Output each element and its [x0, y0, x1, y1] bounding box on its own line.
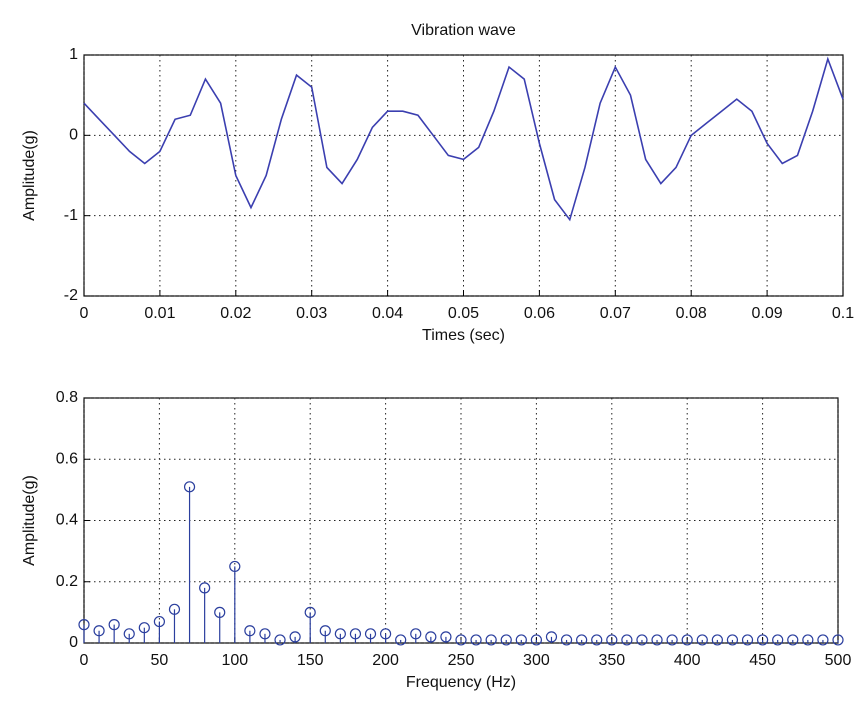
stem-marker — [606, 634, 618, 646]
x-axis-label: Times (sec) — [422, 327, 505, 344]
y-axis-label: Amplitude(g) — [21, 475, 38, 566]
stem-marker — [787, 634, 799, 646]
y-tick-label: -1 — [64, 207, 78, 224]
stem-marker — [425, 631, 437, 643]
x-tick-label: 0.08 — [676, 305, 707, 322]
stem-marker — [651, 634, 663, 646]
x-tick-label: 0.01 — [144, 305, 175, 322]
stem-marker — [78, 619, 90, 631]
stem-marker — [515, 634, 527, 646]
stem-marker — [696, 634, 708, 646]
stem-marker — [123, 628, 135, 640]
stem-marker — [349, 628, 362, 640]
stem-marker — [199, 582, 211, 594]
stem-marker — [229, 560, 241, 573]
stem-marker — [576, 634, 588, 646]
x-tick-label: 300 — [523, 652, 550, 669]
stem-marker — [259, 628, 271, 640]
stem-marker — [274, 634, 286, 646]
x-tick-label: 0.03 — [296, 305, 327, 322]
y-tick-label: 0 — [69, 127, 78, 144]
x-axis-label: Frequency (Hz) — [406, 674, 516, 691]
stem-marker — [802, 634, 814, 646]
x-tick-label: 0.05 — [448, 305, 479, 322]
stem-marker — [681, 634, 693, 646]
x-tick-label: 0.04 — [372, 305, 403, 322]
x-tick-label: 0.02 — [220, 305, 251, 322]
stem-marker — [380, 628, 392, 640]
x-tick-label: 50 — [151, 652, 169, 669]
wave-line — [83, 56, 844, 222]
subplot: 0 50 100 150 200 250 300 350 400 450 500 0 0.2 0.4 0.6… — [21, 389, 851, 691]
stem-marker — [214, 606, 226, 618]
y-tick-label: 1 — [69, 46, 78, 63]
x-tick-label: 150 — [297, 652, 324, 669]
stem-marker — [93, 625, 105, 637]
y-tick-label: -2 — [64, 287, 78, 304]
stem-marker — [772, 634, 784, 646]
x-tick-label: 500 — [825, 652, 852, 669]
chart-title: Vibration wave — [411, 22, 516, 39]
stem-marker — [364, 628, 377, 640]
x-tick-label: 450 — [749, 652, 776, 669]
stem-marker — [304, 606, 316, 618]
stem-marker — [470, 634, 482, 646]
stem-marker — [455, 634, 467, 646]
stem-marker — [153, 615, 165, 628]
stem-marker — [726, 634, 739, 646]
x-tick-label: 0.06 — [524, 305, 555, 322]
y-tick-label: 0.8 — [56, 389, 78, 406]
stem-marker — [545, 631, 558, 643]
stem-marker — [500, 634, 512, 646]
y-tick-label: 0.2 — [56, 573, 78, 590]
x-tick-label: 0 — [80, 305, 89, 322]
x-tick-label: 350 — [598, 652, 625, 669]
stem-marker — [591, 634, 603, 646]
x-tick-label: 250 — [448, 652, 475, 669]
x-tick-label: 400 — [674, 652, 701, 669]
stem-marker — [530, 634, 543, 646]
stem-marker — [108, 619, 120, 631]
x-tick-label: 200 — [372, 652, 399, 669]
subplot: 0 0.01 0.02 0.03 0.04 0.05 0.06 0.07 0.08 0.09 0.1… — [21, 22, 854, 344]
x-tick-label: 0 — [80, 652, 89, 669]
y-tick-label: 0.6 — [56, 450, 78, 467]
stem-marker — [319, 625, 331, 637]
stem-marker — [832, 634, 844, 646]
x-tick-label: 100 — [221, 652, 248, 669]
stem-marker — [440, 631, 452, 643]
stem-marker — [560, 634, 573, 646]
stem-marker — [410, 628, 422, 640]
stem-marker — [168, 603, 181, 615]
stem-marker — [621, 634, 633, 646]
stem-marker — [183, 481, 196, 493]
y-tick-label: 0 — [69, 634, 78, 651]
x-tick-label: 0.07 — [600, 305, 631, 322]
stem-marker — [817, 634, 829, 646]
stem-marker — [395, 634, 407, 646]
stem-marker — [334, 628, 346, 640]
stem-marker — [741, 634, 754, 646]
stem-marker — [485, 634, 497, 646]
stem-marker — [636, 634, 648, 646]
y-axis-label: Amplitude(g) — [21, 130, 38, 221]
x-tick-label: 0.1 — [832, 305, 854, 322]
y-tick-label: 0.4 — [56, 512, 78, 529]
stem-marker — [289, 631, 301, 643]
x-tick-label: 0.09 — [752, 305, 783, 322]
stem-marker — [138, 622, 150, 634]
stem-marker — [244, 625, 256, 637]
stem-marker — [666, 634, 678, 646]
stem-marker — [756, 634, 769, 646]
stem-marker — [711, 634, 723, 646]
